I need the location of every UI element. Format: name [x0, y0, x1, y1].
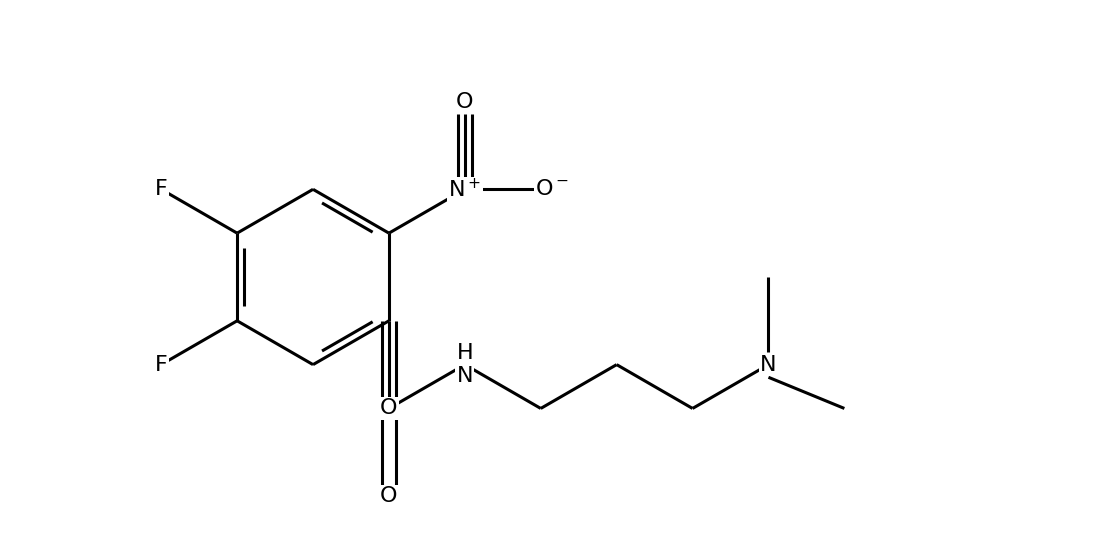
Text: O: O [381, 399, 397, 418]
Text: H
N: H N [456, 343, 473, 386]
Text: N: N [760, 354, 777, 375]
Text: F: F [155, 354, 168, 375]
Text: O: O [381, 486, 397, 506]
Text: N$^+$: N$^+$ [449, 178, 482, 201]
Text: F: F [155, 179, 168, 199]
Text: O: O [456, 92, 474, 112]
Text: O$^-$: O$^-$ [535, 179, 570, 199]
